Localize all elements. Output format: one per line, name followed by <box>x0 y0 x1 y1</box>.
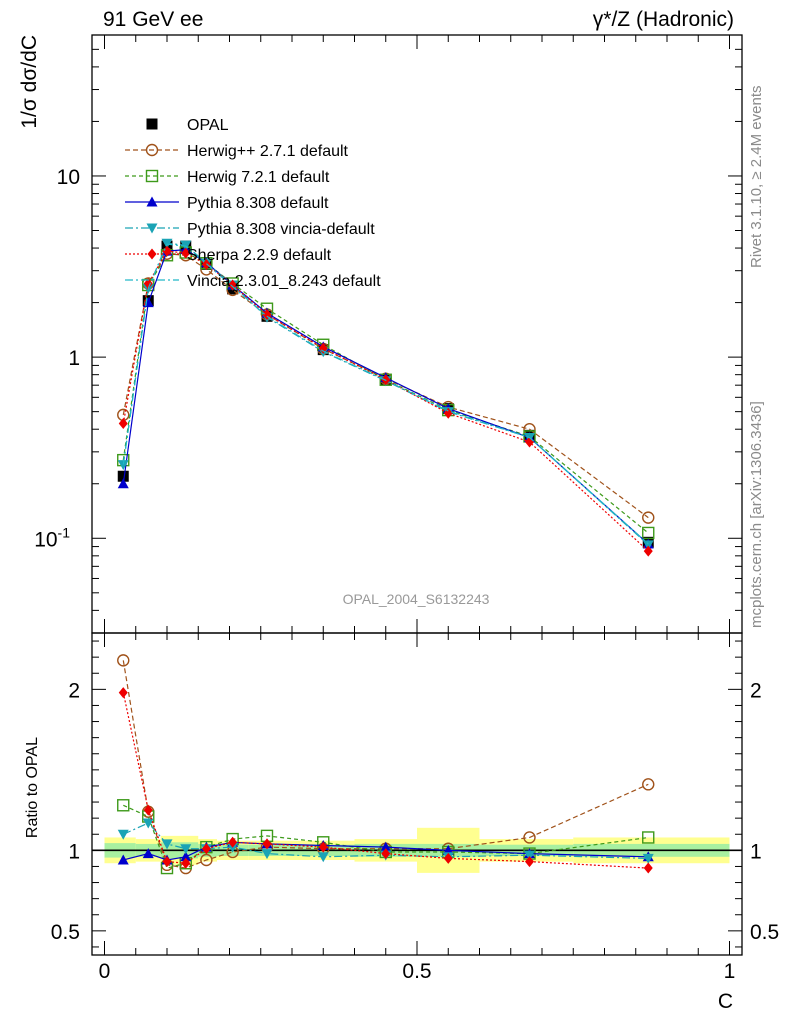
legend-marker-2 <box>145 169 159 183</box>
ratio-point-4-6 <box>262 838 272 850</box>
ratio-series-line-0 <box>122 660 649 869</box>
ratio-plot-area <box>92 654 742 875</box>
main-point-4-0 <box>117 460 129 471</box>
x-tick-label-1: 0.5 <box>402 960 431 983</box>
ratio-point-3-2 <box>161 839 173 850</box>
legend-label-4: Pythia 8.308 vincia-default <box>187 221 375 238</box>
ratio-point-3-7 <box>317 852 329 863</box>
main-point-5-7 <box>318 342 328 354</box>
ratio-point-4-8 <box>381 848 391 860</box>
ratio-point-1-0 <box>117 799 130 812</box>
legend-entry-0: OPAL <box>146 117 229 134</box>
main-point-5-3 <box>181 247 191 259</box>
y-axis-label: 1/σ dσ/dC <box>18 35 41 129</box>
main-point-3-0 <box>117 478 129 489</box>
legend-marker-1 <box>145 143 159 157</box>
axes: 0 0.5 1 C 10 1 10-1 1/σ dσ/dC 2 2 1 1 0.5 0.5 Ratio to… <box>18 34 779 1013</box>
ratio-series-line-2 <box>123 841 649 861</box>
ratio-point-4-3 <box>181 857 191 869</box>
main-series-line-2 <box>122 251 649 534</box>
legend-marker-0 <box>146 118 158 130</box>
ratio-point-3-1 <box>142 818 154 829</box>
ratio-point-4-11 <box>643 862 653 874</box>
legend-label-6: Vincia 2.3.01_8.243 default <box>187 273 381 290</box>
ratio-point-3-3 <box>180 844 192 855</box>
legend-label-5: Sherpa 2.2.9 default <box>187 247 332 264</box>
ratio-point-2-0 <box>117 854 129 865</box>
legend-label-0: OPAL <box>187 117 229 134</box>
r-tick-label-left-1: 1 <box>68 840 80 863</box>
ratio-point-3-11 <box>642 853 654 864</box>
r-tick-label-right-0: 2 <box>750 679 762 702</box>
ratio-point-3-6 <box>261 849 273 860</box>
y-tick-label-10: 10 <box>57 166 80 189</box>
y-tick-label-0.1: 10-1 <box>34 524 70 551</box>
main-point-2-11 <box>642 526 655 540</box>
main-point-4-11 <box>642 540 654 551</box>
ratio-point-0-4 <box>200 853 213 867</box>
watermark-label: OPAL_2004_S6132243 <box>343 591 490 607</box>
ratio-point-4-4 <box>201 843 211 855</box>
legend-marker-4 <box>146 223 158 234</box>
main-point-5-1 <box>143 277 153 289</box>
legend-marker-5 <box>147 248 157 260</box>
legend-label-2: Herwig 7.2.1 default <box>187 169 330 186</box>
main-series-line-6 <box>122 243 649 545</box>
legend-entry-6: Vincia 2.3.01_8.243 default <box>125 273 381 290</box>
ratio-point-2-8 <box>380 841 392 852</box>
main-series-line-5 <box>122 250 649 552</box>
ratio-point-0-0 <box>117 654 130 667</box>
main-point-1-11 <box>642 511 655 524</box>
ratio-point-4-0 <box>118 687 128 699</box>
ratio-point-4-5 <box>228 836 238 848</box>
main-point-0-0 <box>117 470 129 482</box>
header-right: γ*/Z (Hadronic) <box>592 8 734 31</box>
legend-entry-3: Pythia 8.308 default <box>125 195 329 212</box>
legend-label-3: Pythia 8.308 default <box>187 195 329 212</box>
r-tick-label-right-1: 1 <box>750 840 762 863</box>
header-left: 91 GeV ee <box>103 8 204 31</box>
ratio-point-2-1 <box>142 848 154 859</box>
main-point-5-9 <box>443 407 453 419</box>
ratio-point-4-1 <box>143 804 153 816</box>
y-tick-label-1: 1 <box>68 347 80 370</box>
legend-marker-3 <box>146 196 158 207</box>
r-tick-label-left-2: 0.5 <box>51 921 80 944</box>
main-point-5-11 <box>643 545 653 557</box>
main-point-5-0 <box>118 418 128 430</box>
legend-entry-2: Herwig 7.2.1 default <box>125 169 330 186</box>
ratio-point-4-7 <box>318 841 328 853</box>
ratio-point-3-0 <box>117 829 129 840</box>
ratio-y-axis-label: Ratio to OPAL <box>24 737 41 838</box>
legend-entry-4: Pythia 8.308 vincia-default <box>125 221 375 238</box>
x-tick-label-0: 0 <box>99 960 111 983</box>
ratio-point-0-10 <box>523 831 536 844</box>
ratio-panel <box>92 654 742 875</box>
legend-entry-1: Herwig++ 2.7.1 default <box>125 143 349 160</box>
ratio-point-3-10 <box>524 850 535 861</box>
r-tick-label-right-2: 0.5 <box>750 921 779 944</box>
legend-label-1: Herwig++ 2.7.1 default <box>187 143 349 160</box>
ratio-series-line-4 <box>122 692 649 869</box>
r-tick-label-left-0: 2 <box>68 679 80 702</box>
main-series-line-3 <box>122 248 649 545</box>
x-axis-label: C <box>718 990 733 1013</box>
ratio-point-4-9 <box>443 852 453 864</box>
x-tick-label-2: 1 <box>724 960 736 983</box>
ratio-point-4-10 <box>525 856 534 868</box>
ratio-point-2-3 <box>180 851 192 862</box>
main-panel: OPAL_2004_S6132243 OPAL Herwig++ 2.7.1 def… <box>117 117 655 607</box>
ratio-frame <box>91 632 743 956</box>
ratio-point-4-2 <box>162 856 172 868</box>
ratio-point-0-11 <box>642 778 655 791</box>
ratio-point-1-11 <box>642 831 655 844</box>
legend-entry-5: Sherpa 2.2.9 default <box>125 247 332 264</box>
